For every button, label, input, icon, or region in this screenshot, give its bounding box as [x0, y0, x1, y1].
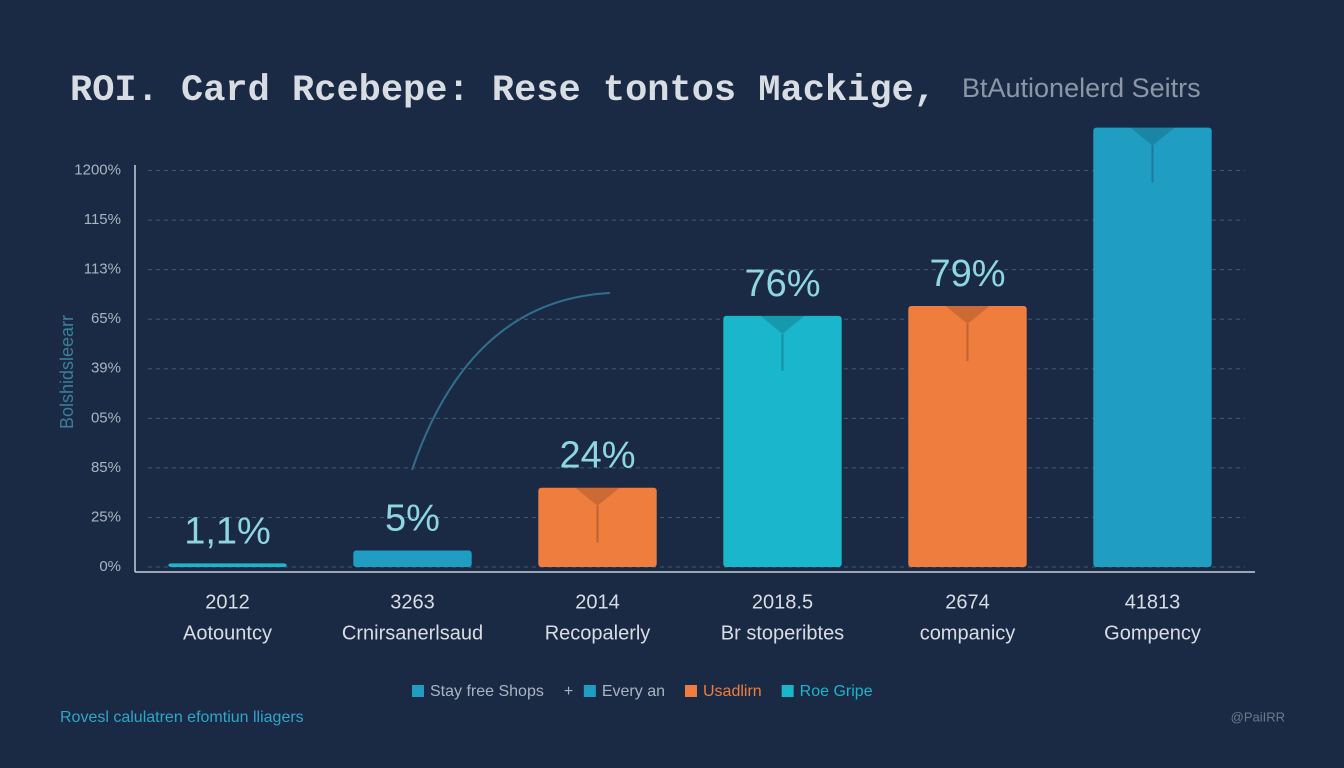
legend-label: Usadlirn: [703, 683, 762, 700]
x-tick-sublabel: Crnirsanerlsaud: [342, 622, 483, 644]
y-tick-label: 113%: [84, 261, 121, 278]
chart-title: ROI. Card Rcebepe: Rese tontos Mackige,: [70, 70, 936, 112]
data-label: 5%: [385, 498, 440, 540]
x-tick-label: 2018.5: [752, 591, 813, 613]
x-tick-sublabel: Gompency: [1104, 622, 1201, 644]
y-tick-label: 39%: [91, 360, 121, 377]
bar: [538, 487, 657, 567]
credit: @PaiIRR: [1231, 709, 1285, 724]
legend-separator: +: [564, 683, 573, 700]
chart-subtitle: BtAutionelerd Seitrs: [962, 73, 1201, 103]
legend-swatch: [412, 685, 424, 697]
y-tick-label: 85%: [91, 459, 121, 476]
y-tick-label: 115%: [84, 211, 121, 228]
legend-label: Roe Gripe: [800, 683, 873, 700]
y-axis-label: Bolshidsleearr: [57, 315, 77, 429]
bar: [1093, 127, 1212, 567]
bar-collar: [575, 487, 620, 506]
legend-label: Stay free Shops: [430, 683, 544, 700]
bar-collar: [1130, 127, 1175, 146]
x-tick-sublabel: companicy: [920, 622, 1016, 644]
x-tick-sublabel: Aotountcy: [183, 622, 272, 644]
y-tick-label: 1200%: [74, 162, 121, 179]
legend-swatch: [583, 685, 596, 697]
bar-collar: [760, 315, 805, 334]
y-tick-label: 05%: [91, 409, 121, 426]
bar: [723, 315, 842, 567]
bar: [353, 550, 472, 567]
y-tick-label: 65%: [91, 310, 121, 327]
x-tick-label: 2014: [575, 591, 620, 613]
x-tick-label: 3263: [390, 591, 435, 613]
legend-swatch: [781, 685, 794, 697]
data-label: 24%: [559, 435, 635, 477]
legend-swatch: [684, 685, 697, 697]
x-tick-label: 41813: [1125, 591, 1181, 613]
footer: Rovesl calulatren efomtiun lliagers: [60, 709, 304, 726]
x-tick-sublabel: Recopalerly: [545, 622, 651, 644]
x-tick-label: 2012: [205, 591, 250, 613]
y-tick-label: 0%: [99, 558, 121, 575]
bar-collar: [945, 306, 990, 325]
bar: [908, 306, 1027, 567]
x-tick-label: 2674: [945, 591, 990, 613]
trend-arc: [411, 292, 611, 471]
bar: [168, 563, 287, 567]
data-label: 79%: [929, 253, 1005, 295]
data-label: 1,1%: [184, 510, 271, 552]
data-label: 76%: [744, 263, 820, 305]
x-tick-sublabel: Br stoperibtes: [721, 622, 844, 644]
y-tick-label: 25%: [91, 508, 121, 525]
legend-label: Every an: [602, 683, 665, 700]
